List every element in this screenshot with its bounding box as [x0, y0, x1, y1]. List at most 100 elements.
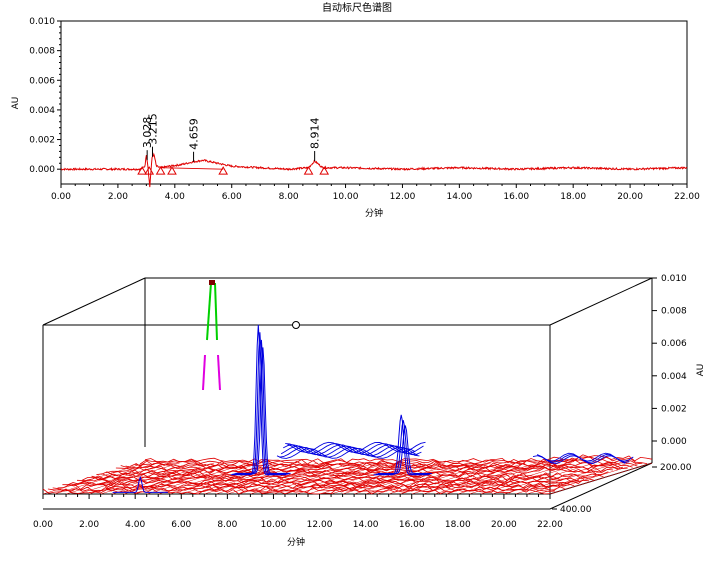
surface-grid-line — [515, 462, 618, 495]
y-tick-label: 0.006 — [29, 76, 55, 86]
x-tick-label: 16.00 — [503, 192, 529, 202]
x-tick-label: 6.00 — [171, 520, 191, 530]
chromatogram-3d: 0.00 2.00 4.00 6.00 8.00 10.00 12.00 14.00 16.00… — [33, 274, 706, 548]
surface-slice — [105, 466, 614, 476]
surface-grid-line — [538, 462, 641, 495]
surface-grid-line — [261, 462, 365, 495]
x-tick-label: 6.00 — [222, 192, 242, 202]
integration-marker — [218, 166, 229, 175]
x-tick-label: 2.00 — [79, 520, 99, 530]
y-tick-label: 0.008 — [29, 47, 55, 57]
surface-slice — [67, 481, 575, 488]
x-tick-label: 0.00 — [33, 520, 53, 530]
z-axis-label-3d: AU — [696, 364, 706, 377]
surface-peak-slice — [280, 445, 420, 457]
surface-grid-line — [469, 462, 572, 495]
surface-grid-line — [204, 462, 307, 495]
integration-marker — [137, 166, 147, 175]
surface-grid-line — [411, 462, 514, 495]
surface-grid-line — [123, 462, 226, 495]
surface-grid-line — [181, 462, 284, 495]
x-tick-label: 12.00 — [307, 520, 333, 530]
x-tick-label: 4.00 — [165, 192, 185, 202]
x-tick-label: 10.00 — [333, 192, 359, 202]
surface-grid-line — [480, 462, 583, 495]
surface-grid-line — [54, 462, 157, 495]
surface-grid-line — [503, 462, 606, 495]
peak-band-magenta — [202, 354, 206, 391]
y-tick-label: 0.002 — [29, 136, 55, 146]
x-tick-label: 14.00 — [353, 520, 379, 530]
surface-grid-line — [330, 462, 434, 495]
x-tick-label: 18.00 — [560, 192, 586, 202]
surface-grid-line — [135, 462, 238, 495]
surface-slice — [57, 484, 565, 490]
surface-grid-line — [227, 462, 330, 495]
x-axis-label: 分钟 — [365, 207, 383, 219]
integration-marker — [155, 166, 166, 175]
surface-grid-line — [284, 462, 388, 495]
surface-slice — [125, 459, 633, 470]
surface-grid-line — [457, 462, 560, 495]
surface-grid-line — [492, 462, 595, 495]
surface-grid-line — [423, 462, 526, 495]
x-tick-label: 20.00 — [491, 520, 517, 530]
x-tick-label: 16.00 — [399, 520, 425, 530]
integration-marker — [319, 166, 330, 175]
surface-peak-slice — [373, 414, 428, 476]
peak-label: 8.914 — [309, 118, 322, 150]
peak-label: 3.028 — [141, 117, 154, 149]
surface-grid-line — [549, 462, 653, 495]
surface-grid-line — [77, 462, 180, 495]
x-tick-label: 12.00 — [390, 192, 416, 202]
rotation-handle[interactable] — [292, 321, 300, 329]
surface-grid-line — [112, 462, 215, 495]
surface-grid-line — [100, 462, 203, 495]
integration-marker — [167, 166, 177, 175]
peak-band-green — [206, 282, 212, 341]
x-tick-label: 4.00 — [125, 520, 145, 530]
surface-peak-slice — [540, 452, 634, 462]
y-tick-label: 400.00 — [560, 505, 592, 515]
y-axis-label: AU — [11, 97, 21, 110]
peak-label: 4.659 — [188, 118, 201, 150]
surface-peak-slice — [377, 425, 432, 474]
x-tick-label: 22.00 — [674, 192, 700, 202]
surface-grid-line — [365, 462, 468, 495]
z-tick-label: 0.008 — [661, 307, 687, 317]
x-tick-label: 8.00 — [279, 192, 299, 202]
chromatogram-2d: 自动标尺色谱图 AU 分钟 0.000 0.002 0.004 0.006 0.008 0… — [11, 1, 700, 219]
surface-grid-line — [250, 462, 353, 495]
x-tick-label: 18.00 — [445, 520, 471, 530]
surface-grid-line — [307, 462, 411, 495]
surface-grid-line — [446, 462, 549, 495]
z-tick-label: 0.004 — [661, 372, 687, 382]
x-tick-label: 2.00 — [108, 192, 128, 202]
surface-grid-line — [238, 462, 341, 495]
surface-grid-line — [273, 462, 376, 495]
surface-grid-line — [296, 462, 399, 495]
x-tick-label: 10.00 — [261, 520, 287, 530]
surface-slice — [52, 485, 560, 492]
surface-grid-line — [400, 462, 503, 495]
surface-peak-slice — [375, 420, 430, 475]
surface-grid-line — [377, 462, 480, 495]
surface-grid-line — [319, 462, 422, 495]
surface-grid-line — [434, 462, 537, 495]
surface-peak-slice — [112, 475, 168, 493]
x-tick-label: 14.00 — [446, 192, 472, 202]
integration-marker — [144, 166, 155, 175]
peak-band-magenta — [217, 354, 221, 391]
peak-band-green — [214, 282, 218, 341]
z-tick-label: 0.002 — [661, 404, 687, 414]
surface-slice — [47, 487, 555, 493]
y-tick-label: 0.010 — [29, 17, 55, 27]
x-tick-label: 22.00 — [537, 520, 563, 530]
z-tick-label: 0.010 — [661, 274, 687, 284]
surface-slice — [42, 488, 551, 495]
z-tick-label: 0.000 — [661, 437, 687, 447]
series-line — [60, 152, 688, 188]
surface-grid-line — [158, 462, 261, 495]
